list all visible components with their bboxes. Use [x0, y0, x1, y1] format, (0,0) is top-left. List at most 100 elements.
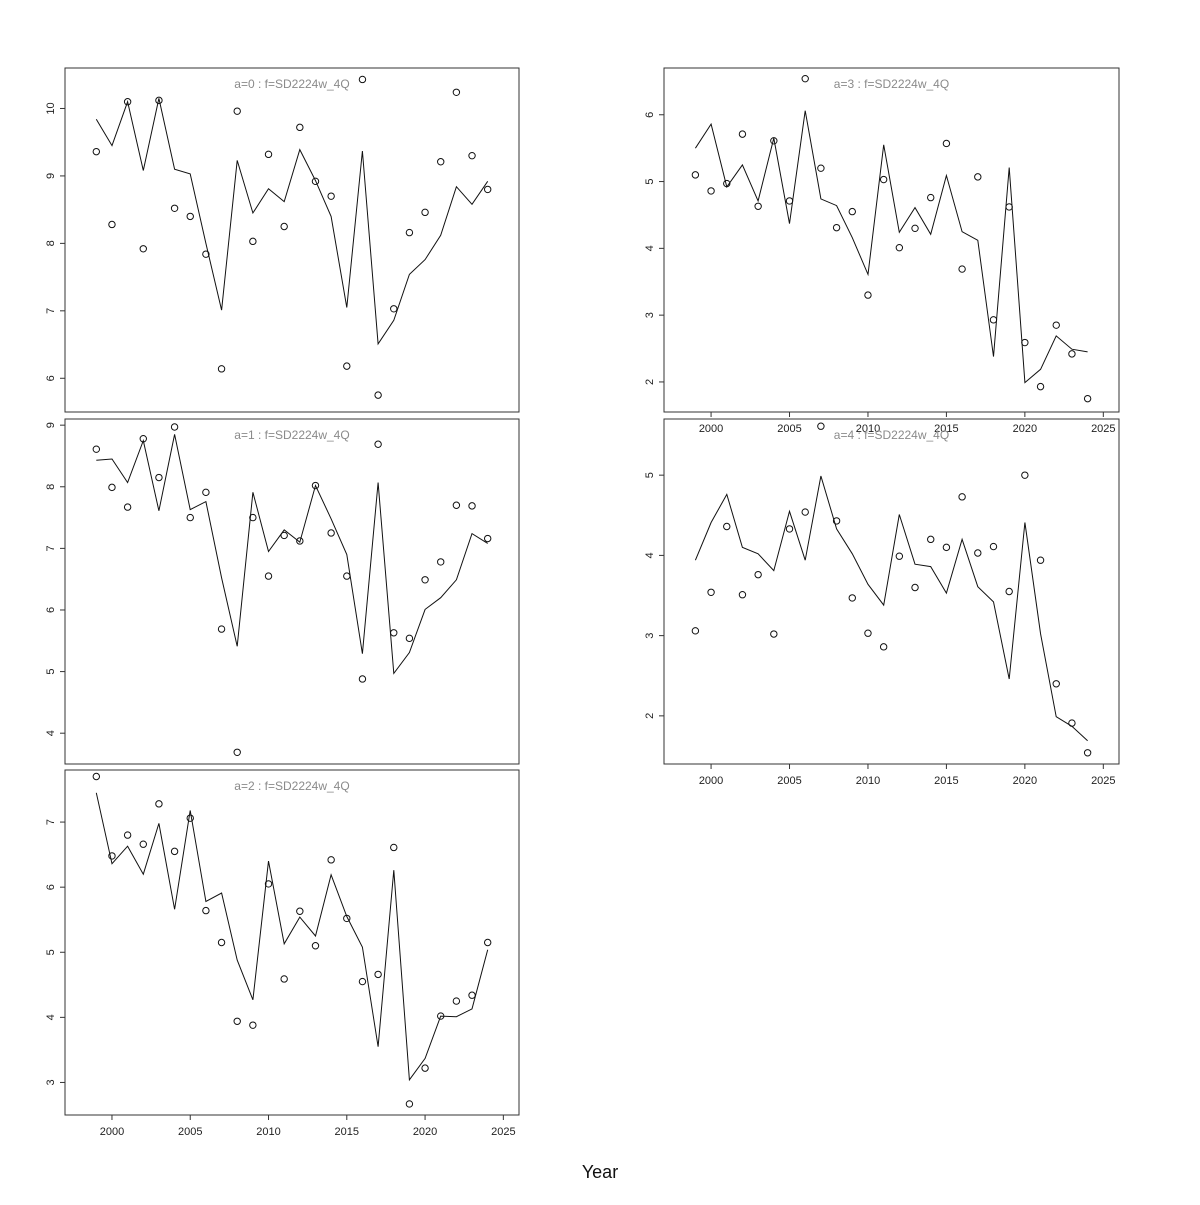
y-tick-label: 5 [45, 669, 57, 675]
y-tick-label: 7 [45, 819, 57, 825]
observed-point [217, 938, 226, 947]
panel-4: a=4 : f=SD2224w_4Q 2 3 4 5 2000 2005 2010 2015 20… [644, 418, 1120, 787]
observed-point [723, 179, 731, 188]
observed-point [202, 906, 210, 915]
observed-point [738, 130, 747, 138]
observed-point [405, 634, 414, 643]
observed-point [186, 513, 194, 522]
observed-point [1052, 321, 1060, 329]
observed-point [233, 748, 241, 756]
y-tick-label: 10 [45, 102, 57, 114]
observed-point [92, 772, 101, 781]
observed-point [390, 843, 398, 852]
observed-point [958, 493, 966, 501]
observed-point [374, 440, 382, 448]
y-tick-label: 3 [644, 633, 656, 639]
observed-point [202, 488, 210, 497]
observed-point [170, 204, 179, 212]
y-tick-label: 2 [644, 379, 656, 385]
observed-point [405, 1100, 414, 1108]
observed-point [879, 643, 888, 651]
panel-1: a=1 : f=SD2224w_4Q 4 5 6 7 8 9 [45, 418, 520, 765]
observed-point [405, 228, 414, 237]
fitted-line [96, 434, 488, 675]
observed-point [942, 139, 951, 148]
fitted-line [694, 110, 1088, 384]
observed-point [770, 630, 778, 638]
x-tick-label: 2000 [100, 1126, 124, 1138]
y-tick-label: 6 [644, 112, 656, 118]
observed-point [155, 473, 163, 482]
observed-point [421, 576, 429, 584]
y-tick-label: 7 [45, 308, 57, 314]
observed-point [155, 800, 163, 808]
observed-point [911, 583, 919, 592]
observed-point [1068, 350, 1076, 358]
y-tick-label: 3 [45, 1079, 57, 1085]
observed-point [895, 552, 904, 560]
observed-point [1021, 338, 1029, 347]
observed-point [927, 535, 935, 544]
observed-point [311, 942, 320, 950]
observed-point [296, 123, 304, 132]
observed-point [155, 96, 163, 105]
observed-point [483, 534, 492, 543]
x-tick-label: 2000 [699, 775, 723, 787]
observed-point [249, 513, 257, 522]
observed-point [1005, 587, 1013, 596]
observed-point [1005, 203, 1013, 211]
observed-point [264, 150, 273, 159]
y-tick-label: 4 [644, 245, 656, 251]
observed-point [358, 977, 367, 986]
x-tick-label: 2020 [1013, 775, 1037, 787]
observed-point [707, 588, 715, 597]
observed-point [311, 177, 320, 186]
observed-point [233, 1017, 241, 1025]
observed-point [139, 840, 147, 848]
observed-point [358, 75, 367, 84]
y-tick-label: 5 [644, 178, 656, 184]
panel-title: a=4 : f=SD2224w_4Q [834, 428, 949, 442]
observed-point [848, 207, 856, 216]
observed-point [974, 173, 982, 181]
observed-point [864, 629, 872, 637]
observed-point [723, 522, 731, 531]
observed-point [296, 907, 304, 915]
observed-point [437, 558, 445, 566]
observed-point [249, 1021, 257, 1029]
observed-point [691, 171, 700, 179]
observed-point [264, 572, 273, 580]
observed-point [421, 208, 429, 217]
x-tick-label: 2015 [335, 1126, 359, 1138]
observed-point [358, 675, 367, 683]
y-tick-label: 8 [45, 240, 57, 246]
panel-frame [64, 67, 520, 413]
observed-point [327, 529, 335, 537]
observed-point [1083, 749, 1092, 757]
observed-point [989, 316, 998, 324]
observed-point [483, 938, 492, 947]
observed-point [691, 627, 700, 635]
panel-title: a=1 : f=SD2224w_4Q [234, 428, 349, 442]
y-tick-label: 4 [644, 552, 656, 558]
observed-point [249, 237, 257, 246]
y-tick-label: 6 [45, 607, 57, 613]
observed-point [280, 222, 288, 231]
observed-point [468, 502, 476, 510]
observed-point [770, 137, 778, 145]
observed-point [801, 508, 809, 516]
observed-point [123, 831, 132, 839]
observed-point [452, 88, 461, 96]
panel-frame [64, 418, 520, 765]
y-tick-label: 4 [45, 730, 57, 736]
observed-point [1083, 394, 1092, 403]
panel-title: a=2 : f=SD2224w_4Q [234, 779, 349, 793]
observed-point [202, 250, 210, 258]
y-tick-label: 6 [45, 884, 57, 890]
observed-point [280, 531, 288, 540]
y-tick-label: 6 [45, 375, 57, 381]
observed-point [92, 445, 101, 453]
observed-point [989, 542, 998, 551]
x-tick-label: 2010 [856, 775, 880, 787]
